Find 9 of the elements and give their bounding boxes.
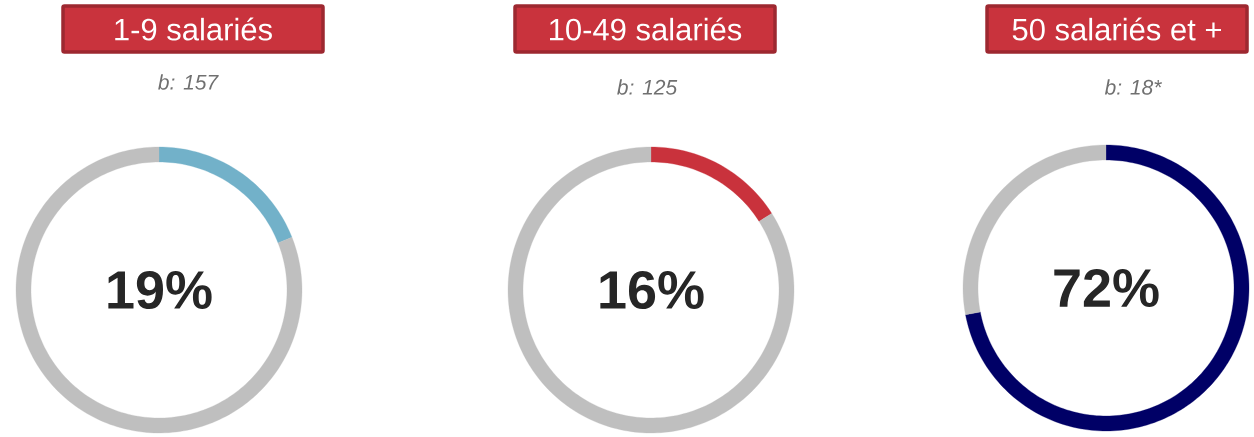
chart-subtitle: b: 125 (617, 79, 678, 95)
chart-subtitle: b: 18* (1104, 79, 1162, 95)
chart-title: 50 salariés et + (1012, 17, 1221, 41)
text: 19% (108, 270, 212, 310)
chart-title: 10-49 salariés (550, 17, 742, 41)
text: 72% (1054, 268, 1159, 308)
text: 16% (600, 270, 704, 310)
chart-subtitle: b: 157 (158, 74, 219, 90)
chart-title: 1-9 salariés (115, 17, 272, 41)
